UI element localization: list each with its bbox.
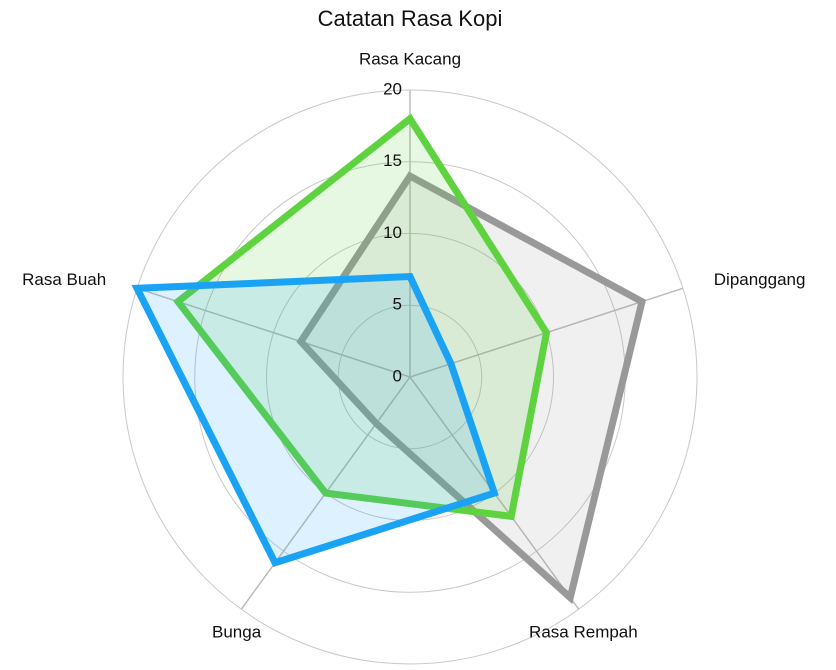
y-tick-label: 5	[393, 295, 402, 314]
y-tick-label: 0	[393, 366, 402, 385]
series-area	[131, 272, 499, 567]
y-tick-label: 20	[383, 79, 402, 98]
series-area	[173, 113, 551, 521]
category-label: Rasa Buah	[22, 270, 106, 289]
category-label: Bunga	[212, 622, 262, 641]
chart-title: Catatan Rasa Kopi	[318, 6, 503, 31]
category-label: Dipanggang	[714, 270, 806, 289]
category-label: Rasa Kacang	[359, 49, 461, 68]
category-label: Rasa Rempah	[529, 622, 638, 641]
y-tick-label: 10	[383, 223, 402, 242]
y-tick-label: 15	[383, 151, 402, 170]
